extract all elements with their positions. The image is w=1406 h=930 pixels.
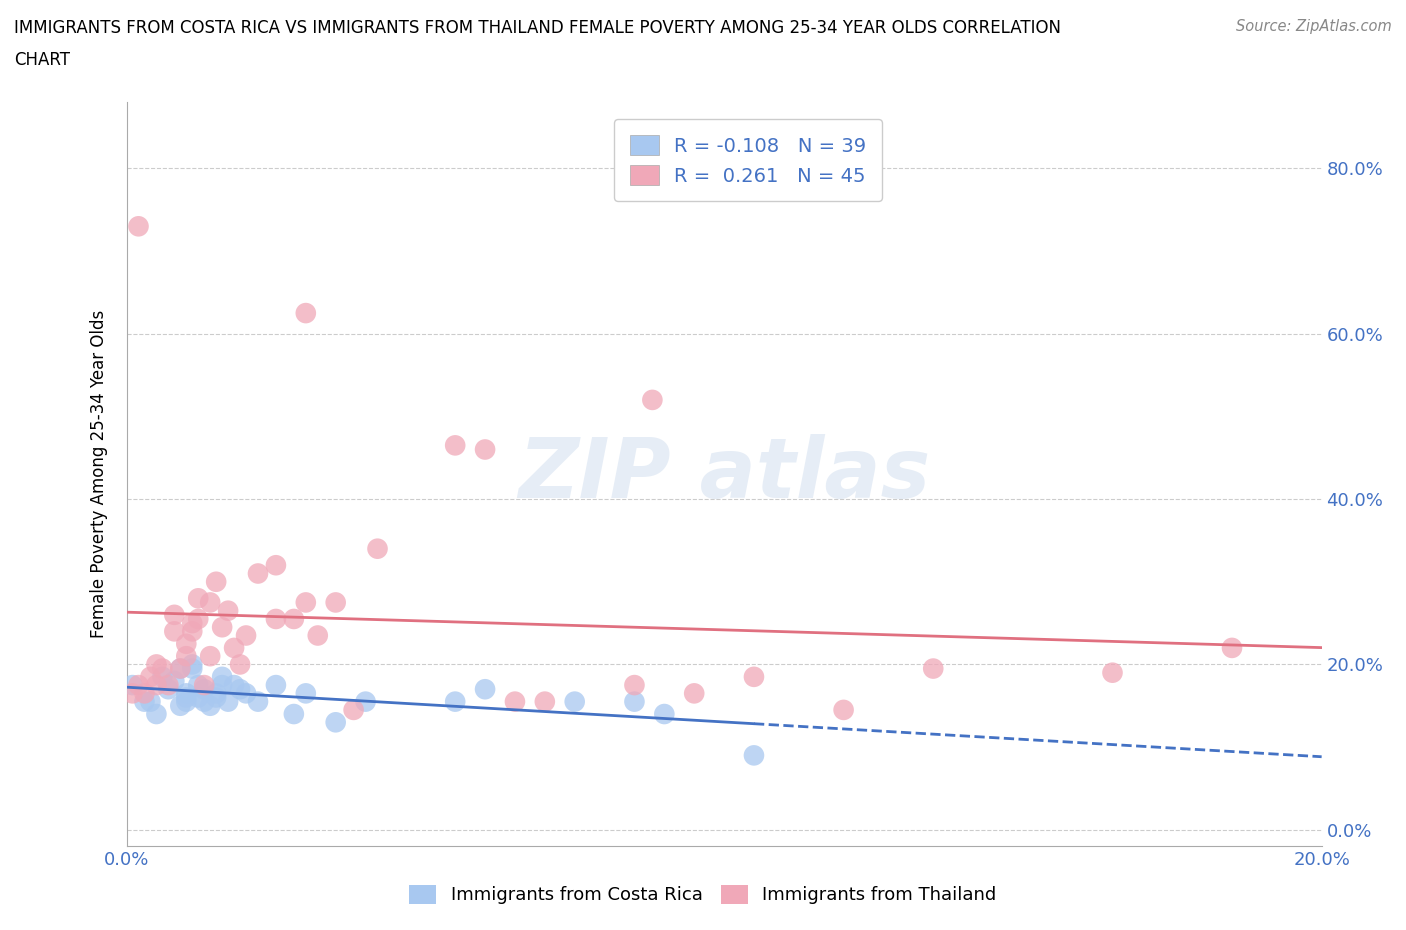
Point <box>211 619 233 634</box>
Point <box>121 678 143 693</box>
Point <box>283 707 305 722</box>
Point <box>264 558 287 573</box>
Point <box>325 715 347 730</box>
Point <box>283 612 305 627</box>
Point <box>205 575 228 590</box>
Point <box>742 670 765 684</box>
Point <box>217 694 239 709</box>
Point <box>145 657 167 671</box>
Point <box>139 694 162 709</box>
Point <box>205 686 228 701</box>
Point <box>229 682 252 697</box>
Point <box>222 678 246 693</box>
Point <box>163 607 186 622</box>
Point <box>157 682 180 697</box>
Point <box>134 694 156 709</box>
Point <box>503 694 526 709</box>
Point <box>444 438 467 453</box>
Point <box>325 595 347 610</box>
Point <box>235 628 257 643</box>
Point <box>205 690 228 705</box>
Point <box>742 748 765 763</box>
Point <box>181 624 204 639</box>
Point <box>222 641 246 656</box>
Point <box>187 690 209 705</box>
Point <box>169 698 191 713</box>
Point <box>169 661 191 676</box>
Point <box>187 591 209 605</box>
Point <box>294 595 316 610</box>
Point <box>193 682 215 697</box>
Point <box>121 686 143 701</box>
Point <box>366 541 388 556</box>
Point <box>229 657 252 671</box>
Point <box>307 628 329 643</box>
Point <box>652 707 675 722</box>
Legend: R = -0.108   N = 39, R =  0.261   N = 45: R = -0.108 N = 39, R = 0.261 N = 45 <box>614 119 882 202</box>
Point <box>193 694 215 709</box>
Point <box>354 694 377 709</box>
Y-axis label: Female Poverty Among 25-34 Year Olds: Female Poverty Among 25-34 Year Olds <box>90 311 108 638</box>
Text: IMMIGRANTS FROM COSTA RICA VS IMMIGRANTS FROM THAILAND FEMALE POVERTY AMONG 25-3: IMMIGRANTS FROM COSTA RICA VS IMMIGRANTS… <box>14 19 1062 36</box>
Point <box>444 694 467 709</box>
Point <box>247 566 270 581</box>
Point <box>187 612 209 627</box>
Legend: Immigrants from Costa Rica, Immigrants from Thailand: Immigrants from Costa Rica, Immigrants f… <box>402 878 1004 911</box>
Point <box>174 690 197 705</box>
Point <box>247 694 270 709</box>
Point <box>187 678 209 693</box>
Point <box>174 636 197 651</box>
Point <box>152 661 174 676</box>
Point <box>1101 665 1123 680</box>
Point <box>181 661 204 676</box>
Point <box>534 694 557 709</box>
Point <box>564 694 586 709</box>
Point <box>127 219 149 233</box>
Point <box>200 649 222 664</box>
Point <box>211 678 233 693</box>
Point <box>145 678 167 693</box>
Point <box>683 686 706 701</box>
Point <box>832 702 855 717</box>
Text: ZIP atlas: ZIP atlas <box>517 433 931 515</box>
Point <box>264 612 287 627</box>
Point <box>163 624 186 639</box>
Point <box>193 678 215 693</box>
Point <box>174 686 197 701</box>
Point <box>235 686 257 701</box>
Text: Source: ZipAtlas.com: Source: ZipAtlas.com <box>1236 19 1392 33</box>
Point <box>134 686 156 701</box>
Point <box>1220 641 1243 656</box>
Point <box>217 604 239 618</box>
Point <box>211 670 233 684</box>
Point <box>200 698 222 713</box>
Point <box>181 616 204 631</box>
Point <box>474 442 496 457</box>
Point <box>474 682 496 697</box>
Point <box>294 686 316 701</box>
Point <box>264 678 287 693</box>
Point <box>145 707 167 722</box>
Point <box>641 392 664 407</box>
Point <box>174 649 197 664</box>
Point <box>181 657 204 671</box>
Point <box>343 702 366 717</box>
Point <box>174 694 197 709</box>
Point <box>152 670 174 684</box>
Point <box>169 661 191 676</box>
Point <box>922 661 945 676</box>
Point <box>163 673 186 688</box>
Text: CHART: CHART <box>14 51 70 69</box>
Point <box>294 306 316 321</box>
Point <box>623 694 645 709</box>
Point <box>623 678 645 693</box>
Point <box>157 678 180 693</box>
Point <box>139 670 162 684</box>
Point <box>127 678 149 693</box>
Point <box>200 595 222 610</box>
